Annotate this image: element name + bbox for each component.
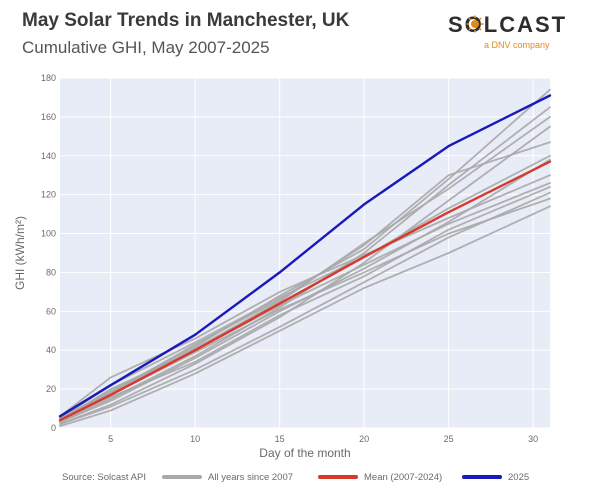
x-tick-label: 5 (108, 434, 113, 444)
y-tick-label: 0 (51, 423, 56, 433)
legend-label-2025: 2025 (508, 472, 530, 483)
x-tick-label: 25 (444, 434, 454, 444)
legend-label-mean: Mean (2007-2024) (364, 472, 443, 483)
x-tick-labels: 5 10 15 20 25 30 (108, 434, 538, 444)
chart-legend: Source: Solcast API All years since 2007… (0, 469, 596, 489)
series-line-mean (58, 160, 552, 422)
y-tick-label: 100 (41, 229, 56, 239)
series-line-all-years (59, 191, 551, 426)
y-tick-label: 80 (46, 267, 56, 277)
x-tick-label: 30 (528, 434, 538, 444)
legend-source: Source: Solcast API (62, 472, 146, 483)
y-axis-label: GHI (kWh/m²) (13, 216, 27, 290)
series-line-all-years (59, 106, 551, 424)
legend-item-all-years[interactable]: All years since 2007 (162, 472, 293, 483)
legend-label-all-years: All years since 2007 (208, 472, 294, 483)
series-line-all-years (59, 205, 551, 428)
series-line-all-years (59, 158, 551, 424)
legend-item-mean[interactable]: Mean (2007-2024) (318, 472, 442, 483)
legend-swatch-2025 (462, 475, 502, 480)
series-line-all-years (59, 88, 551, 420)
logo-tagline: a DNV company (484, 40, 550, 50)
legend-item-2025[interactable]: 2025 (462, 472, 529, 483)
y-tick-label: 40 (46, 345, 56, 355)
series-line-all-years (59, 174, 551, 418)
series-line-all-years (59, 141, 551, 420)
y-tick-label: 140 (41, 151, 56, 161)
series-line-all-years (59, 125, 551, 426)
grid-lines (60, 77, 550, 429)
x-tick-label: 15 (275, 434, 285, 444)
series-line-all-years (59, 185, 551, 422)
y-tick-label: 120 (41, 190, 56, 200)
x-tick-label: 10 (190, 434, 200, 444)
solcast-logo: SOLCAST a DNV company (448, 12, 578, 54)
series-line-all-years (59, 182, 551, 422)
legend-swatch-all-years (162, 475, 202, 480)
chart-subtitle: Cumulative GHI, May 2007-2025 (22, 38, 270, 57)
y-tick-labels: 0 20 40 60 80 100 120 140 160 180 (41, 73, 56, 433)
y-tick-label: 60 (46, 306, 56, 316)
series-line-2025 (58, 94, 552, 418)
y-tick-label: 20 (46, 384, 56, 394)
y-tick-label: 160 (41, 112, 56, 122)
series-lines (58, 88, 552, 428)
sun-icon (466, 15, 484, 33)
x-tick-label: 20 (359, 434, 369, 444)
legend-swatch-mean (318, 475, 358, 480)
y-tick-label: 180 (41, 73, 56, 83)
chart-title: May Solar Trends in Manchester, UK (22, 10, 350, 31)
x-axis-label: Day of the month (259, 446, 350, 460)
